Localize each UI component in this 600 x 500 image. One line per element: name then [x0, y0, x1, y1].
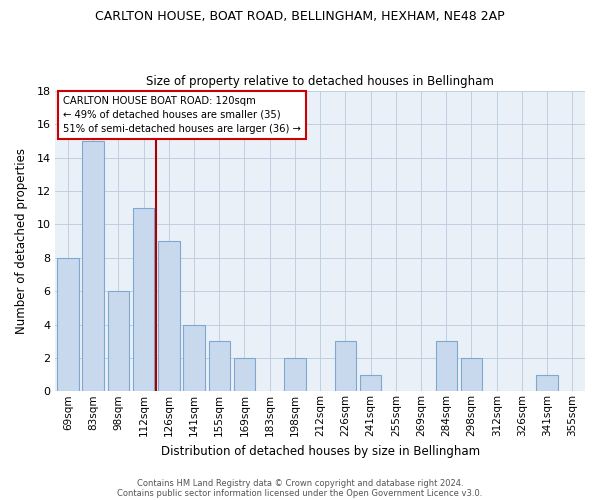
Y-axis label: Number of detached properties: Number of detached properties — [15, 148, 28, 334]
Bar — [184, 324, 205, 392]
Text: Contains HM Land Registry data © Crown copyright and database right 2024.: Contains HM Land Registry data © Crown c… — [137, 478, 463, 488]
Bar — [82, 141, 104, 392]
Bar — [284, 358, 305, 392]
Bar — [209, 341, 230, 392]
Bar — [461, 358, 482, 392]
Text: Contains public sector information licensed under the Open Government Licence v3: Contains public sector information licen… — [118, 488, 482, 498]
Bar — [536, 374, 558, 392]
Bar — [158, 241, 179, 392]
Text: CARLTON HOUSE BOAT ROAD: 120sqm
← 49% of detached houses are smaller (35)
51% of: CARLTON HOUSE BOAT ROAD: 120sqm ← 49% of… — [63, 96, 301, 134]
Bar — [107, 291, 129, 392]
Text: CARLTON HOUSE, BOAT ROAD, BELLINGHAM, HEXHAM, NE48 2AP: CARLTON HOUSE, BOAT ROAD, BELLINGHAM, HE… — [95, 10, 505, 23]
Bar — [133, 208, 154, 392]
Bar — [57, 258, 79, 392]
Bar — [360, 374, 382, 392]
Bar — [234, 358, 255, 392]
X-axis label: Distribution of detached houses by size in Bellingham: Distribution of detached houses by size … — [161, 444, 480, 458]
Bar — [335, 341, 356, 392]
Title: Size of property relative to detached houses in Bellingham: Size of property relative to detached ho… — [146, 76, 494, 88]
Bar — [436, 341, 457, 392]
